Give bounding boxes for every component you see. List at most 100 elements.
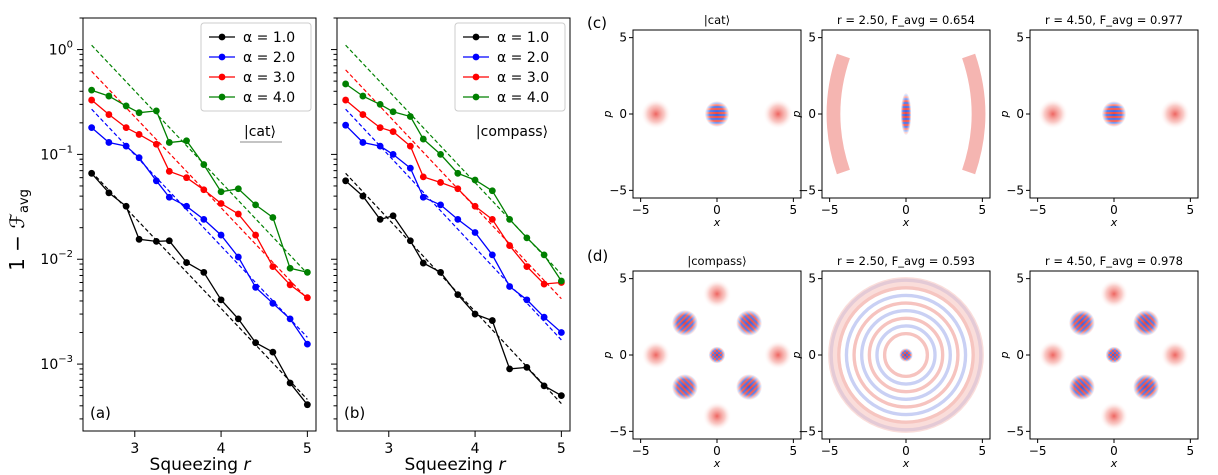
a-point [135, 109, 143, 117]
b-point [523, 263, 531, 271]
a-point [234, 185, 242, 193]
b-point [557, 277, 565, 285]
a-point [152, 140, 160, 148]
b-point [419, 193, 427, 201]
wigner-title: r = 4.50, F_avg = 0.978 [1045, 254, 1183, 268]
row-c-label: (c) [587, 14, 607, 32]
wigner-xtick-label: 5 [979, 444, 987, 458]
b-point [437, 268, 444, 276]
b-point [523, 234, 531, 242]
wigner-ytick-label: 5 [1016, 31, 1024, 45]
wigner-blob [641, 340, 671, 370]
a-point [200, 186, 208, 194]
b-legend-marker [472, 33, 480, 41]
a-xtick-label: 5 [303, 441, 312, 457]
wigner-blob [1099, 401, 1129, 431]
a-point [234, 253, 242, 261]
a-legend-entry: α = 3.0 [243, 70, 295, 86]
wigner-blob [1159, 98, 1191, 130]
wigner-ylabel: p [790, 351, 803, 359]
wigner-xtick-label: 5 [1187, 203, 1195, 217]
wigner-ytick-label: 5 [808, 272, 816, 286]
wigner-blob [702, 401, 732, 431]
wigner-ylabel: p [790, 110, 803, 118]
b-legend-marker [472, 53, 480, 61]
b-point [406, 142, 414, 150]
a-point [105, 139, 113, 146]
wigner-ytick-label: 5 [619, 31, 627, 45]
wigner-ring [867, 316, 945, 394]
wigner-fringe [1101, 101, 1127, 127]
wigner-ring [882, 331, 930, 379]
wigner-fringe [736, 309, 763, 336]
wigner-d-2: −5 −5 0 0 5 5 x p r = 4.50, F_avg = 0.978 [998, 254, 1199, 470]
wigner-d-1: −5 −5 0 0 5 5 x p r = 2.50, F_avg = 0.593 [790, 254, 991, 470]
wigner-ytick-label: 5 [1016, 272, 1024, 286]
b-point [506, 283, 513, 290]
a-point [183, 202, 190, 210]
a-point [269, 299, 277, 307]
b-legend-entry: α = 1.0 [497, 30, 549, 46]
a-point [303, 294, 311, 302]
b-point [454, 291, 462, 298]
wigner-title: r = 4.50, F_avg = 0.977 [1045, 13, 1183, 27]
b-point [540, 280, 548, 288]
a-legend-marker [218, 73, 226, 81]
a-legend-entry: α = 4.0 [243, 90, 295, 106]
a-point [217, 188, 225, 196]
a-point [165, 167, 173, 175]
a-point [88, 169, 96, 177]
b-point [376, 142, 384, 150]
wigner-ytick-label: −5 [609, 183, 627, 197]
wigner-xtick-label: 5 [790, 444, 798, 458]
wigner-title: |cat⟩ [704, 13, 730, 27]
wigner-xtick-label: −5 [632, 444, 650, 458]
a-ytick-label: 100 [49, 40, 73, 59]
a-point [252, 231, 259, 239]
b-point [342, 121, 350, 129]
wigner-xlabel: x [713, 457, 721, 470]
wigner-blob [640, 98, 672, 130]
a-point [269, 263, 277, 271]
a-point [122, 102, 130, 110]
b-xtick-label: 5 [557, 441, 566, 457]
b-point [488, 317, 496, 324]
a-point [88, 124, 96, 132]
a-xtick-label: 4 [217, 441, 226, 457]
wigner-fringe [671, 309, 698, 336]
b-xtick-label: 4 [471, 441, 480, 457]
b-point [437, 179, 444, 186]
wigner-ytick-label: 0 [619, 107, 627, 121]
a-fit-line-2 [91, 70, 308, 300]
wigner-blob [1099, 279, 1129, 309]
panel-b-xticks: 3 4 5 [384, 431, 566, 457]
a-point [183, 259, 190, 266]
b-point [471, 202, 479, 210]
wigner-ring [844, 293, 968, 417]
b-point [471, 176, 479, 184]
panel-b-label: (b) [344, 404, 365, 422]
b-point [523, 363, 531, 371]
b-point [389, 128, 397, 135]
a-point [152, 107, 160, 115]
b-point [488, 187, 496, 195]
panel-a: 10−3 10−2 10−1 100 3 4 5 (a) |cat⟩ Squeezing … [5, 17, 317, 475]
a-point [122, 124, 130, 132]
b-point [359, 92, 367, 100]
wigner-xtick-label: 0 [713, 203, 721, 217]
b-point [376, 100, 384, 108]
b-point [406, 164, 414, 172]
a-point [165, 193, 173, 201]
a-point [135, 131, 143, 138]
b-point [406, 113, 414, 120]
b-point [406, 237, 414, 245]
wigner-fringe [1133, 309, 1160, 336]
row-d-label: (d) [587, 247, 608, 265]
wigner-blob [1160, 340, 1190, 370]
a-point [217, 296, 225, 304]
b-point [454, 215, 462, 223]
a-point [122, 142, 130, 150]
panel-b-yticks [331, 17, 337, 420]
a-point [286, 264, 294, 272]
